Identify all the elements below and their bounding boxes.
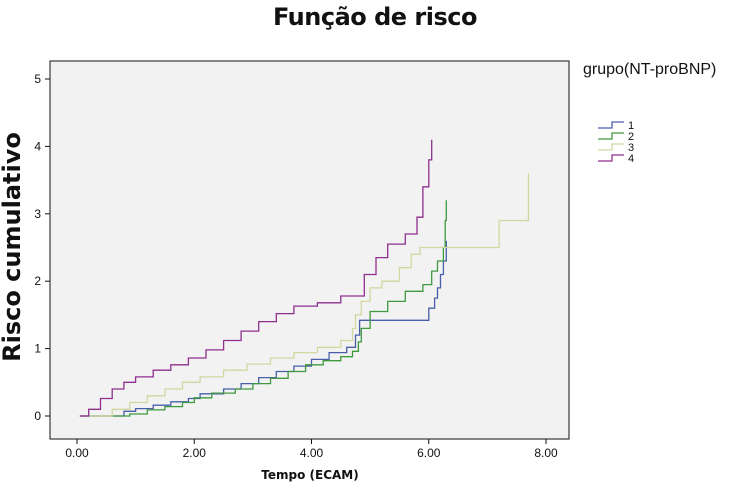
legend-swatch-3 (598, 143, 624, 151)
legend-label-4: 4 (628, 153, 634, 165)
series-line-1 (79, 240, 447, 417)
y-tick-label: 2 (34, 274, 41, 288)
x-tick-label: 4.00 (300, 446, 324, 460)
legend-label-2: 2 (628, 131, 634, 143)
x-tick-label: 2.00 (183, 446, 207, 460)
x-tick-label: 8.00 (534, 446, 558, 460)
legend-swatch-1 (598, 121, 624, 129)
y-tick-label: 1 (34, 342, 41, 356)
x-tick-label: 6.00 (417, 446, 441, 460)
legend-swatch-2 (598, 132, 624, 140)
legend-title: grupo(NT-proBNP) (583, 61, 717, 78)
legend-swatch-4 (598, 154, 624, 162)
chart-title: Função de risco (272, 3, 478, 31)
series-line-2 (79, 200, 447, 417)
legend-label-1: 1 (628, 120, 634, 132)
y-tick-label: 5 (34, 72, 41, 86)
y-tick-label: 0 (34, 409, 41, 423)
series-layer (79, 139, 530, 417)
y-tick-label: 3 (34, 207, 41, 221)
x-tick-label: 0.00 (65, 446, 89, 460)
y-tick-label: 4 (34, 139, 41, 153)
plot-area (49, 60, 570, 440)
x-axis: 0.00 2.00 4.00 6.00 8.00 (65, 439, 558, 460)
y-axis: 0 1 2 3 4 5 (34, 72, 50, 423)
series-line-3 (79, 173, 530, 417)
x-axis-label: Tempo (ECAM) (261, 468, 359, 482)
series-line-4 (79, 139, 433, 417)
legend-label-3: 3 (628, 142, 634, 154)
